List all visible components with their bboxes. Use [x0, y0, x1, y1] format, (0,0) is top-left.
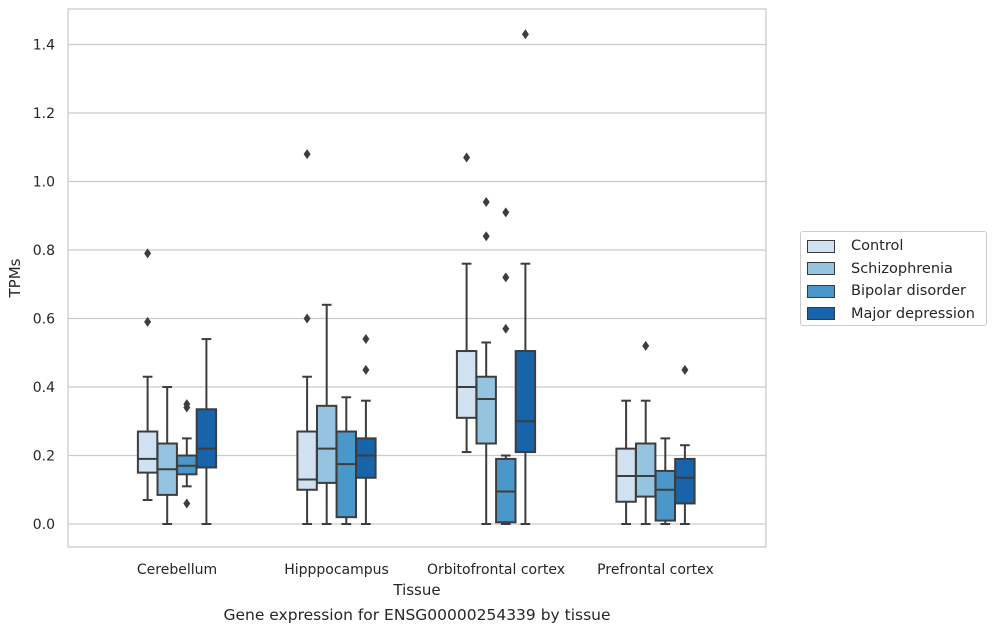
- box-iqr: [296, 430, 318, 491]
- box-iqr: [195, 408, 218, 469]
- x-tick-label: Cerebellum: [137, 562, 217, 578]
- y-tick-label: 0.8: [33, 243, 55, 259]
- y-tick-label: 0.0: [33, 517, 55, 533]
- box-iqr: [635, 442, 657, 498]
- outlier-point: [362, 364, 370, 375]
- y-axis-title: TPMs: [6, 258, 24, 298]
- box-iqr: [316, 404, 338, 484]
- x-tick-label: Orbitofrontal cortex: [427, 562, 565, 578]
- legend-swatch: [807, 307, 835, 321]
- box-1-2: [475, 197, 497, 525]
- box-series: [136, 29, 696, 525]
- legend-swatch: [807, 262, 835, 276]
- x-tick-labels: Cerebellum Hipppocampus Orbitofrontal cort…: [137, 562, 714, 578]
- outlier-point: [502, 272, 510, 283]
- outlier-point: [144, 248, 152, 259]
- box-iqr: [335, 430, 358, 519]
- outlier-point: [502, 207, 510, 218]
- y-tick-label: 0.4: [33, 380, 55, 396]
- y-tick-label: 1.2: [33, 106, 55, 122]
- outlier-point: [303, 149, 311, 160]
- figure-caption: Gene expression for ENSG00000254339 by t…: [223, 606, 611, 624]
- outlier-point: [183, 399, 191, 410]
- box-1-3: [635, 340, 657, 525]
- outlier-point: [362, 334, 370, 345]
- legend-label: Major depression: [851, 305, 975, 322]
- box-3-2: [514, 29, 537, 525]
- legend-item-bipolar-disorder: Bipolar disorder: [807, 280, 986, 303]
- box-iqr: [674, 457, 696, 505]
- legend-label: Schizophrenia: [851, 260, 953, 277]
- x-axis-title: Tissue: [392, 581, 440, 599]
- plot-frame: [67, 8, 767, 548]
- outlier-point: [144, 316, 152, 327]
- outlier-point: [502, 323, 510, 334]
- outlier-point: [681, 364, 689, 375]
- legend-item-major-depression: Major depression: [807, 303, 986, 326]
- outlier-point: [303, 313, 311, 324]
- outlier-point: [183, 498, 191, 509]
- box-iqr: [355, 437, 377, 479]
- box-2-2: [495, 207, 517, 525]
- box-0-3: [615, 399, 637, 525]
- box-0-1: [296, 149, 318, 525]
- box-iqr: [475, 375, 497, 445]
- box-3-3: [674, 364, 696, 525]
- y-tick-label: 0.6: [33, 312, 55, 328]
- outlier-point: [642, 340, 650, 351]
- outlier-point: [521, 29, 529, 40]
- box-3-1: [355, 334, 377, 525]
- legend: Control Schizophrenia Bipolar disorder M…: [800, 231, 987, 326]
- box-iqr: [136, 430, 159, 474]
- box-1-0: [156, 386, 178, 525]
- y-tick-label: 0.2: [33, 449, 55, 465]
- legend-label: Control: [851, 238, 904, 255]
- box-0-0: [136, 248, 159, 502]
- box-1-1: [316, 303, 338, 525]
- x-tick-label: Hipppocampus: [284, 562, 389, 578]
- box-2-0: [176, 399, 198, 509]
- outlier-point: [482, 197, 490, 208]
- y-tick-label: 1.4: [33, 38, 55, 54]
- outlier-point: [482, 231, 490, 242]
- box-3-0: [195, 338, 218, 525]
- legend-swatch: [807, 284, 835, 298]
- legend-label: Bipolar disorder: [851, 283, 966, 300]
- outlier-point: [463, 152, 471, 163]
- box-iqr: [654, 469, 676, 522]
- legend-item-control: Control: [807, 235, 986, 258]
- box-iqr: [455, 350, 478, 419]
- y-tick-label: 1.0: [33, 175, 55, 191]
- box-iqr: [514, 350, 537, 454]
- legend-swatch: [807, 239, 835, 253]
- x-tick-label: Prefrontal cortex: [597, 562, 714, 578]
- legend-item-schizophrenia: Schizophrenia: [807, 258, 986, 281]
- box-2-1: [335, 396, 358, 525]
- y-tick-labels: 0.0 0.2 0.4 0.6 0.8 1.0 1.2 1.4: [33, 38, 55, 534]
